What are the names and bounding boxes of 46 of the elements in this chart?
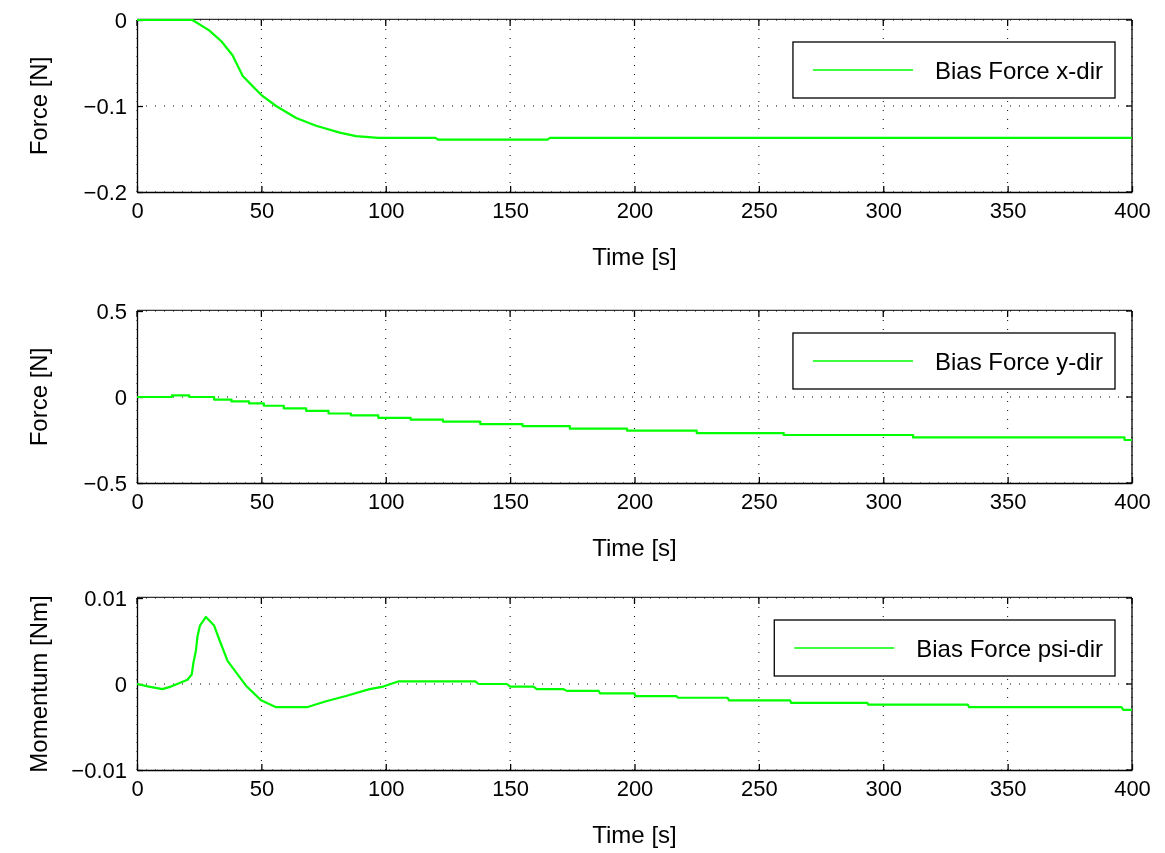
legend-label: Bias Force psi-dir <box>916 634 1103 662</box>
legend-label: Bias Force x-dir <box>934 56 1103 84</box>
legend-label: Bias Force y-dir <box>934 347 1103 375</box>
x-tick-label: 300 <box>865 488 903 514</box>
x-tick-label: 100 <box>367 488 405 514</box>
y-tick-label: −0.01 <box>71 757 127 783</box>
x-tick-label: 250 <box>741 488 778 514</box>
x-axis-title: Time [s] <box>592 243 677 270</box>
x-tick-label: 150 <box>492 488 529 514</box>
x-tick-label: 0 <box>131 197 144 223</box>
x-tick-label: 200 <box>616 775 654 801</box>
y-axis-title: Force [N] <box>25 347 52 447</box>
y-tick-label: 0 <box>114 671 127 697</box>
y-tick-label: −0.2 <box>83 179 127 205</box>
x-tick-label: 50 <box>249 197 275 223</box>
x-tick-label: 250 <box>741 775 778 801</box>
x-tick-label: 0 <box>131 775 144 801</box>
x-tick-label: 350 <box>989 775 1027 801</box>
y-tick-label: 0 <box>114 7 127 33</box>
x-tick-label: 150 <box>492 775 529 801</box>
x-axis-title: Time [s] <box>592 534 677 561</box>
x-tick-label: 300 <box>865 775 903 801</box>
y-axis-title: Momentum [Nm] <box>25 595 52 773</box>
x-tick-label: 400 <box>1114 197 1151 223</box>
y-axis-title: Force [N] <box>25 56 52 156</box>
y-tick-label: 0 <box>114 384 127 410</box>
x-tick-label: 300 <box>865 197 903 223</box>
line-series <box>135 615 1134 711</box>
x-tick-label: 100 <box>367 197 405 223</box>
y-tick-label: −0.1 <box>83 93 127 119</box>
x-tick-label: 350 <box>989 488 1027 514</box>
x-tick-label: 50 <box>249 488 275 514</box>
x-tick-label: 150 <box>492 197 529 223</box>
x-tick-label: 400 <box>1114 488 1151 514</box>
x-tick-label: 200 <box>616 197 654 223</box>
x-tick-label: 0 <box>131 488 144 514</box>
x-tick-label: 200 <box>616 488 654 514</box>
x-tick-label: 350 <box>989 197 1027 223</box>
x-tick-label: 400 <box>1114 775 1151 801</box>
x-tick-label: 50 <box>249 775 275 801</box>
x-tick-label: 250 <box>741 197 778 223</box>
y-tick-label: −0.5 <box>83 470 127 496</box>
y-tick-label: 0.5 <box>96 298 127 324</box>
x-tick-label: 100 <box>367 775 405 801</box>
y-tick-label: 0.01 <box>84 585 127 611</box>
x-axis-title: Time [s] <box>592 821 677 848</box>
